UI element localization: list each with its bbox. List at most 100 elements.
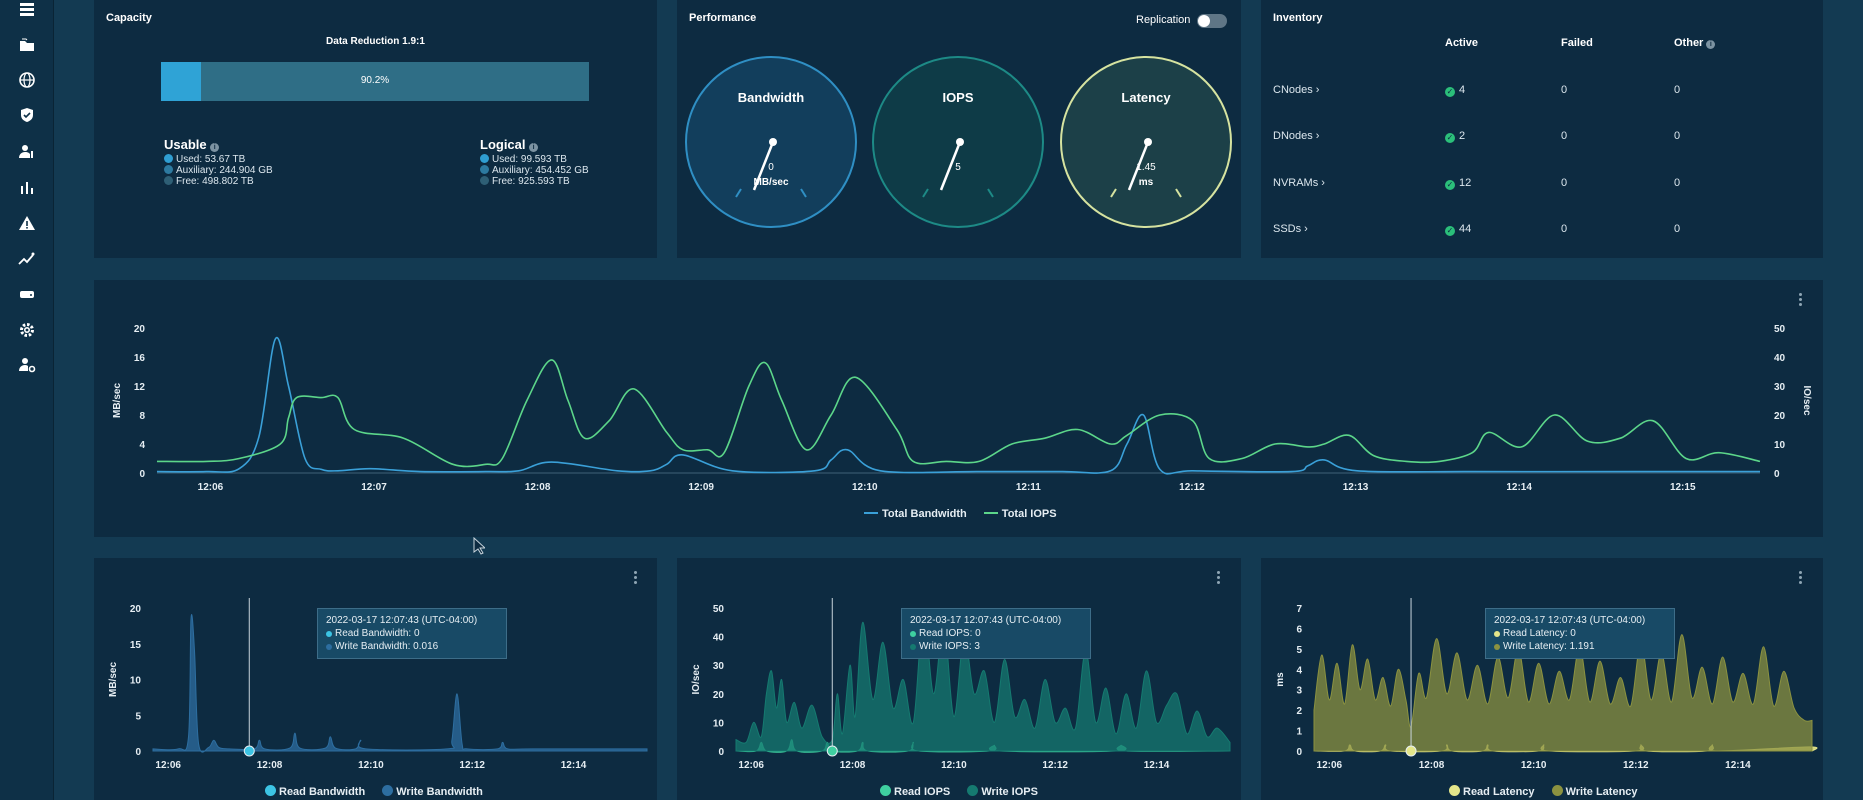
gauge-pivot — [1144, 138, 1152, 146]
info-icon[interactable]: i — [529, 143, 539, 152]
other-count: 0 — [1674, 223, 1681, 235]
data-reduction-label: Data Reduction 1.9:1 — [326, 36, 425, 47]
inventory-row-nvrams[interactable]: NVRAMs › — [1273, 177, 1325, 189]
y-tick-label: 50 — [713, 604, 725, 615]
usable-used: Used: 53.67 TB — [176, 154, 246, 165]
legend-write-bandwidth[interactable]: Write Bandwidth — [382, 785, 483, 798]
globe-icon[interactable] — [14, 67, 40, 93]
user-gear-icon[interactable] — [14, 352, 40, 378]
y-tick-label: 3 — [1296, 686, 1302, 697]
inventory-row-cnodes[interactable]: CNodes › — [1273, 84, 1320, 96]
iops-chart: 0 10 20 30 40 50 IO/sec 12:06 12:08 12:10 12:12 12:… — [691, 598, 1231, 771]
x-tick-label: 12:14 — [561, 760, 587, 771]
hover-marker — [243, 745, 255, 757]
bar-chart-icon[interactable] — [14, 174, 40, 200]
warning-icon[interactable] — [14, 210, 40, 236]
y-axis-label: ms — [1275, 672, 1286, 687]
x-tick-label: 12:06 — [738, 760, 764, 771]
gauges: Bandwidth 0 MB/sec IOPS 5 Latency 1.45 ms — [685, 56, 1232, 228]
other-count: 0 — [1674, 177, 1681, 189]
gear-icon[interactable] — [14, 317, 40, 343]
more-options-icon[interactable] — [1799, 293, 1803, 308]
legend-total-iops[interactable]: Total IOPS — [983, 508, 1057, 520]
info-icon[interactable]: i — [1706, 40, 1716, 49]
gauge-iops: IOPS 5 — [872, 56, 1044, 228]
user-key-icon[interactable] — [14, 138, 40, 164]
other-count: 0 — [1674, 84, 1681, 96]
bandwidth-chart: 0 5 10 15 20 MB/sec 12:06 12:08 12:10 12:12 12:14 — [108, 598, 648, 771]
info-icon[interactable]: i — [210, 143, 220, 152]
trend-icon[interactable] — [14, 245, 40, 271]
header-failed: Failed — [1561, 37, 1593, 49]
x-tick-label: 12:10 — [1521, 760, 1547, 771]
legend-dot — [1494, 644, 1500, 650]
x-tick-label: 12:12 — [1042, 760, 1068, 771]
hover-marker — [1405, 745, 1417, 757]
tooltip-time: 2022-03-17 12:07:43 (UTC-04:00) — [326, 615, 478, 626]
logical-aux: Auxiliary: 454.452 GB — [492, 165, 589, 176]
bandwidth-chart-panel: 0 5 10 15 20 MB/sec 12:06 12:08 12:10 12:12 12:14 … — [94, 558, 657, 800]
y-tick-label: 30 — [713, 661, 725, 672]
failed-count: 0 — [1561, 223, 1568, 235]
y-tick-label: 5 — [135, 711, 141, 722]
inventory-title: Inventory — [1273, 12, 1323, 24]
replication-toggle[interactable] — [1197, 14, 1227, 28]
drive-icon[interactable] — [14, 281, 40, 307]
header-other: Other i — [1674, 37, 1716, 49]
y-tick-label: 5 — [1296, 645, 1302, 656]
series-area-write-bandwidth — [152, 614, 648, 753]
folder-icon[interactable] — [14, 32, 40, 58]
y-tick-label: 4 — [139, 440, 145, 451]
legend-total-bandwidth[interactable]: Total Bandwidth — [864, 508, 967, 520]
legend-read-iops[interactable]: Read IOPS — [880, 785, 950, 798]
dashboard-icon[interactable] — [14, 0, 40, 23]
legend-read-latency[interactable]: Read Latency — [1449, 785, 1535, 798]
gauge-value: 1.45 — [1136, 162, 1156, 173]
capacity-panel: Capacity Data Reduction 1.9:1 90.2% Usab… — [94, 0, 657, 258]
gauge-value: 5 — [955, 162, 961, 173]
inventory-row-ssds[interactable]: SSDs › — [1273, 223, 1308, 235]
x-tick-label: 12:06 — [1317, 760, 1343, 771]
more-options-icon[interactable] — [1217, 571, 1221, 586]
gauge-title: Latency — [1121, 90, 1171, 105]
used-dot — [480, 154, 489, 163]
y-tick-label: 12 — [134, 382, 146, 393]
more-options-icon[interactable] — [634, 571, 638, 586]
x-tick-label: 12:15 — [1670, 482, 1696, 493]
y-tick-label: 2 — [1296, 706, 1302, 717]
gauge-tick — [735, 188, 742, 198]
gauge-needle — [752, 141, 775, 191]
y2-tick-label: 10 — [1774, 440, 1786, 451]
x-tick-label: 12:14 — [1725, 760, 1751, 771]
y-tick-label: 7 — [1296, 604, 1302, 615]
y-tick-label: 10 — [130, 676, 142, 687]
failed-count: 0 — [1561, 84, 1568, 96]
check-icon: ✓ — [1445, 133, 1455, 143]
more-options-icon[interactable] — [1799, 571, 1803, 586]
series-area-write-latency — [1313, 634, 1813, 752]
y-tick-label: 20 — [134, 324, 146, 335]
legend-write-iops[interactable]: Write IOPS — [967, 785, 1038, 798]
shield-icon[interactable] — [14, 102, 40, 128]
total-chart: 0 4 8 12 16 20 0 10 20 30 40 50 IO/sec MB/sec 12:06 12:… — [112, 324, 1812, 493]
gauge-needle — [939, 141, 962, 191]
gauge-title: Bandwidth — [738, 90, 804, 105]
inventory-row-dnodes[interactable]: DNodes › — [1273, 130, 1320, 142]
y-tick-label: 8 — [139, 411, 145, 422]
total-chart-panel: 0 4 8 12 16 20 0 10 20 30 40 50 IO/sec MB/sec 12:06 12:… — [94, 280, 1823, 537]
y2-tick-label: 30 — [1774, 382, 1786, 393]
legend-read-bandwidth[interactable]: Read Bandwidth — [265, 785, 365, 798]
y-tick-label: 20 — [130, 604, 142, 615]
y-axis-label: IO/sec — [691, 664, 702, 694]
x-tick-label: 12:07 — [361, 482, 387, 493]
gauge-tick — [1175, 188, 1182, 198]
check-icon: ✓ — [1445, 226, 1455, 236]
x-tick-label: 12:14 — [1144, 760, 1170, 771]
gauge-value: 0 — [768, 162, 774, 173]
latency-chart: 0 1 2 3 4 5 6 7 ms 12:06 12:08 12:10 12:12 12:14 — [1275, 598, 1818, 771]
x-tick-label: 12:09 — [688, 482, 714, 493]
legend-write-latency[interactable]: Write Latency — [1551, 785, 1638, 798]
x-tick-label: 12:06 — [198, 482, 224, 493]
tooltip-line: Read IOPS: 0 — [919, 628, 981, 639]
x-tick-label: 12:12 — [1623, 760, 1649, 771]
